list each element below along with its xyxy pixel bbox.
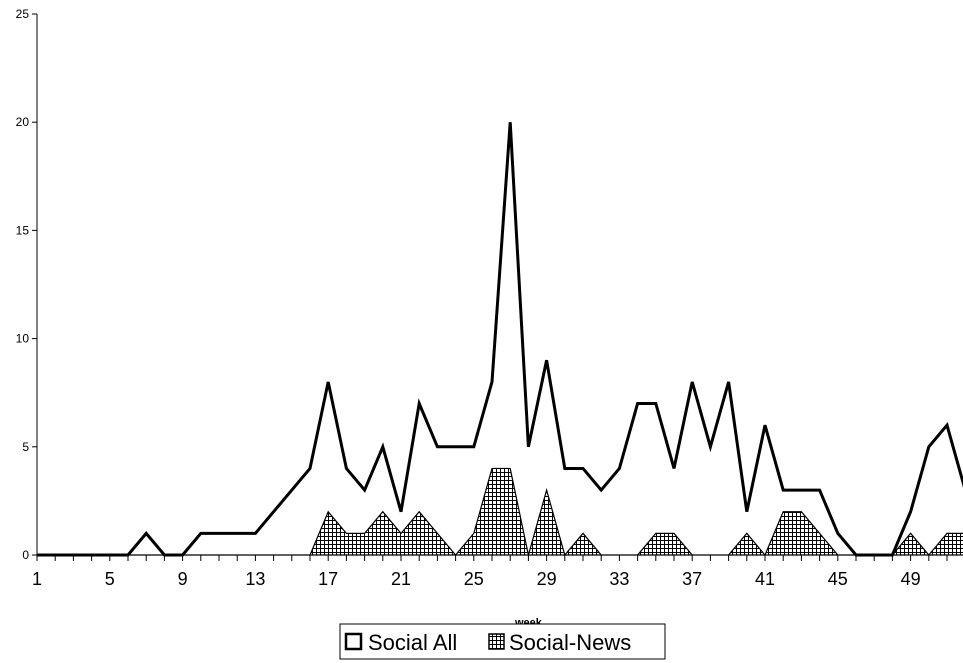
x-tick-label: 9 (178, 569, 188, 589)
y-tick-label: 15 (16, 223, 30, 237)
x-tick-label: 49 (901, 569, 921, 589)
x-tick-label: 33 (609, 569, 629, 589)
legend-swatch-social-news (488, 633, 505, 650)
x-tick-label: 45 (828, 569, 848, 589)
series-social-all-line (37, 122, 963, 557)
y-tick-label: 10 (16, 332, 30, 346)
legend-label-social-all: Social All (368, 630, 457, 655)
x-tick-label: 17 (318, 569, 338, 589)
y-tick-label: 5 (22, 440, 29, 454)
y-tick-label: 0 (22, 548, 29, 562)
x-tick-label: 13 (245, 569, 265, 589)
legend: Social All Social-News (339, 623, 666, 660)
legend-swatch-social-all (344, 632, 363, 651)
x-tick-label: 29 (537, 569, 557, 589)
y-tick-label: 25 (16, 7, 30, 21)
x-tick-label: 37 (682, 569, 702, 589)
y-tick-label: 20 (16, 115, 30, 129)
legend-label-social-news: Social-News (509, 630, 631, 655)
x-tick-label: 25 (464, 569, 484, 589)
series-layer (37, 122, 963, 557)
x-tick-label: 41 (755, 569, 775, 589)
x-tick-label: 21 (391, 569, 411, 589)
series-social-news-area (37, 467, 963, 557)
x-tick-label: 5 (105, 569, 115, 589)
x-tick-label: 1 (32, 569, 42, 589)
